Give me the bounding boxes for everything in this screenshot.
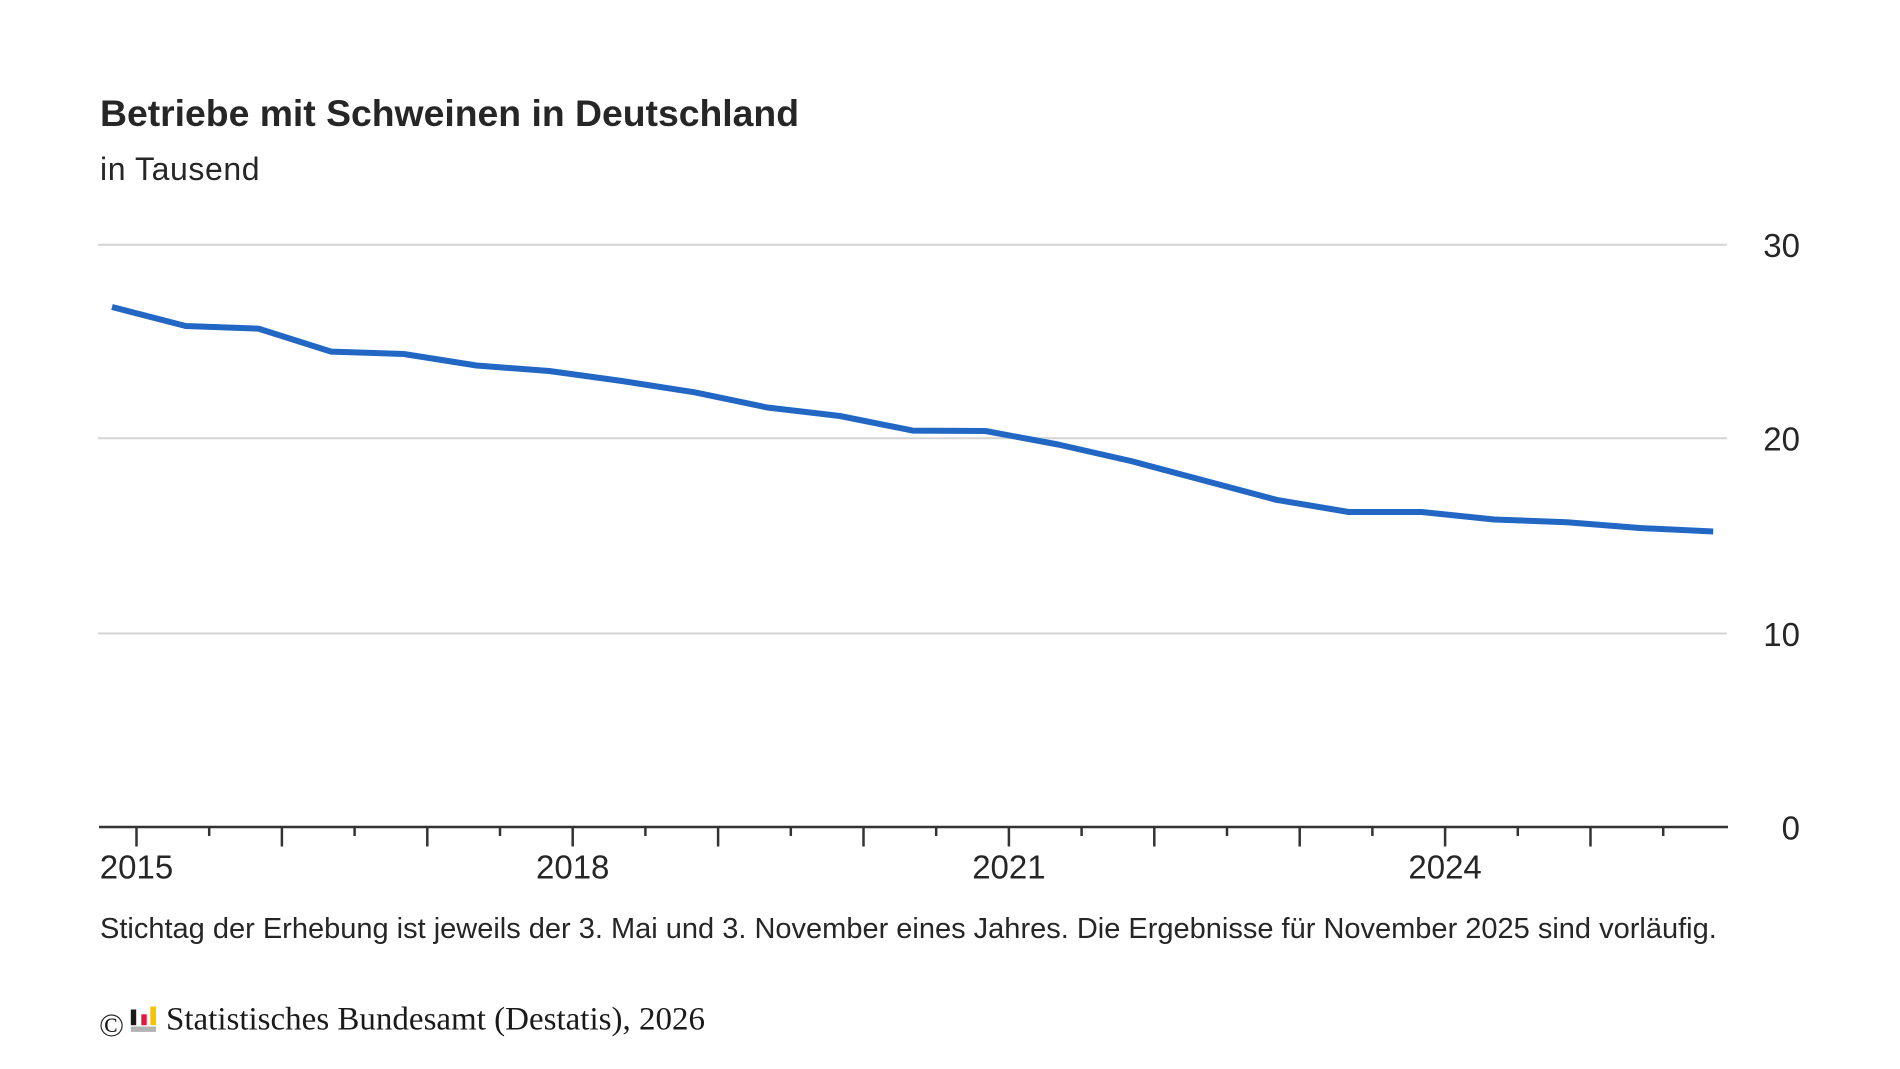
svg-text:2021: 2021	[972, 849, 1045, 886]
svg-text:Statistisches Bundesamt (Desta: Statistisches Bundesamt (Destatis), 2026	[166, 1002, 705, 1038]
svg-text:2018: 2018	[536, 849, 609, 886]
svg-text:©: ©	[99, 1008, 124, 1044]
svg-text:20: 20	[1763, 421, 1800, 458]
svg-text:in Tausend: in Tausend	[100, 151, 260, 187]
svg-text:2015: 2015	[100, 849, 173, 886]
svg-text:0: 0	[1782, 810, 1800, 847]
svg-text:Betriebe mit Schweinen in Deut: Betriebe mit Schweinen in Deutschland	[100, 92, 799, 134]
svg-text:2024: 2024	[1408, 849, 1481, 886]
svg-text:Stichtag der Erhebung ist jewe: Stichtag der Erhebung ist jeweils der 3.…	[100, 913, 1717, 945]
svg-text:10: 10	[1763, 616, 1800, 653]
svg-text:30: 30	[1763, 227, 1800, 264]
